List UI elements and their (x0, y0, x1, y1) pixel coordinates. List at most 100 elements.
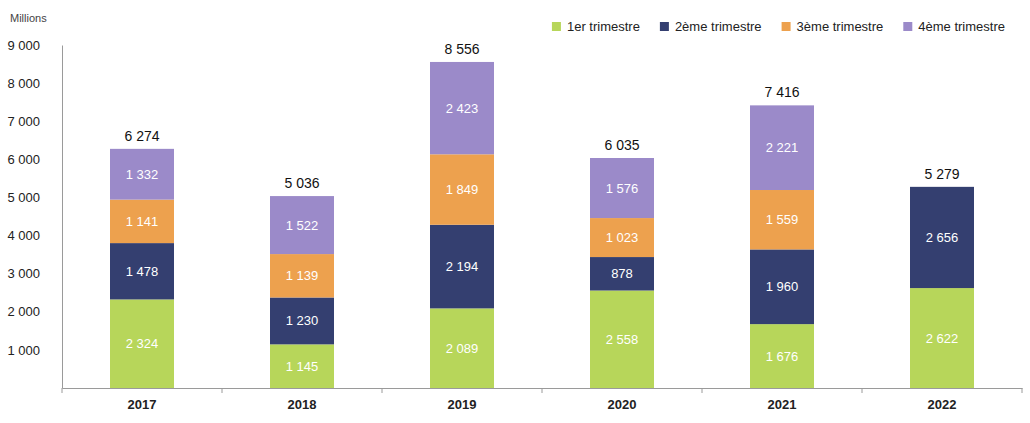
data-label: 1 960 (766, 279, 799, 294)
data-label: 1 576 (606, 181, 639, 196)
legend-swatch (782, 22, 791, 31)
legend-label: 3ème trimestre (797, 19, 884, 34)
data-label: 2 221 (766, 140, 799, 155)
x-tick-label: 2022 (928, 397, 957, 412)
bar (590, 218, 654, 257)
bars (110, 62, 974, 388)
y-tick: 8 000 (7, 76, 62, 91)
legend-item: 3ème trimestre (782, 19, 884, 34)
y-tick-label: 8 000 (7, 76, 40, 91)
x-tick: 2018 (288, 388, 317, 412)
bar (430, 308, 494, 388)
x-tick-label: 2017 (128, 397, 157, 412)
y-tick-label: 6 000 (7, 152, 40, 167)
series-2 (110, 187, 974, 345)
series-1 (110, 288, 974, 388)
y-axis-title: Millions (10, 12, 47, 24)
category-separator (62, 388, 63, 393)
legend-swatch (552, 22, 561, 31)
bar (110, 149, 174, 200)
y-tick-label: 9 000 (7, 38, 40, 53)
data-label: 1 559 (766, 212, 799, 227)
x-axis: 2017 2018 2019 2020 2021 2022 (63, 388, 1023, 412)
bar (270, 297, 334, 344)
y-tick: 4 000 (7, 228, 62, 243)
bar (110, 299, 174, 388)
data-label: 1 676 (766, 349, 799, 364)
bar (110, 243, 174, 299)
y-tick-label: 1 000 (7, 343, 40, 358)
total-label: 5 036 (284, 175, 319, 191)
data-label: 2 622 (926, 331, 959, 346)
legend-item: 4ème trimestre (903, 19, 1005, 34)
data-label: 2 324 (126, 336, 159, 351)
category-separator (1022, 388, 1023, 393)
total-label: 6 035 (604, 137, 639, 153)
x-tick: 2017 (128, 388, 157, 412)
bar (590, 257, 654, 290)
total-label: 6 274 (124, 128, 159, 144)
bar (270, 344, 334, 388)
bar (430, 154, 494, 224)
data-label: 1 023 (606, 230, 639, 245)
x-tick: 2020 (608, 388, 637, 412)
y-tick-label: 3 000 (7, 266, 40, 281)
x-tick: 2019 (448, 388, 477, 412)
bar (910, 288, 974, 388)
data-label: 1 141 (126, 214, 159, 229)
x-tick-label: 2018 (288, 397, 317, 412)
bar (590, 158, 654, 218)
data-label: 1 478 (126, 264, 159, 279)
series-3 (110, 154, 814, 297)
data-label: 878 (611, 266, 633, 281)
total-label: 7 416 (764, 84, 799, 100)
bar (590, 291, 654, 388)
category-separator (542, 388, 543, 393)
legend-swatch (903, 22, 912, 31)
bar (750, 105, 814, 190)
y-tick: 5 000 (7, 190, 62, 205)
y-tick: 2 000 (7, 304, 62, 319)
chart-svg: 1 000 2 000 3 000 4 000 5 000 6 000 7 000 8 000… (0, 0, 1030, 423)
data-label: 1 849 (446, 182, 479, 197)
data-label: 1 332 (126, 167, 159, 182)
y-axis: 1 000 2 000 3 000 4 000 5 000 6 000 7 000 8 000… (7, 38, 62, 389)
data-label: 2 558 (606, 332, 639, 347)
legend-label: 1er trimestre (567, 19, 640, 34)
x-tick-label: 2019 (448, 397, 477, 412)
y-axis-line (62, 46, 63, 389)
bar (270, 254, 334, 297)
bar (270, 196, 334, 254)
x-tick: 2022 (928, 388, 957, 412)
data-label: 1 522 (286, 218, 319, 233)
data-label: 1 145 (286, 359, 319, 374)
y-tick: 7 000 (7, 114, 62, 129)
y-tick-label: 5 000 (7, 190, 40, 205)
bar (430, 62, 494, 154)
total-label: 5 279 (924, 166, 959, 182)
x-tick: 2021 (768, 388, 797, 412)
category-separator (702, 388, 703, 393)
y-tick: 9 000 (7, 38, 62, 53)
data-label: 1 139 (286, 268, 319, 283)
bar (750, 190, 814, 249)
bar (910, 187, 974, 288)
bar (750, 324, 814, 388)
data-label: 2 194 (446, 259, 479, 274)
category-separator (222, 388, 223, 393)
data-label: 2 656 (926, 230, 959, 245)
legend: 1er trimestre2ème trimestre3ème trimestr… (552, 19, 1005, 34)
data-label: 2 089 (446, 341, 479, 356)
y-tick-label: 2 000 (7, 304, 40, 319)
x-tick-label: 2021 (768, 397, 797, 412)
totals: 6 2745 0368 5566 0357 4165 279 (124, 41, 959, 191)
legend-item: 1er trimestre (552, 19, 640, 34)
category-separator (382, 388, 383, 393)
bar (110, 200, 174, 243)
category-separator (862, 388, 863, 393)
y-tick-label: 4 000 (7, 228, 40, 243)
x-tick-label: 2020 (608, 397, 637, 412)
category-separators (62, 388, 1022, 393)
legend-swatch (660, 22, 669, 31)
y-tick: 6 000 (7, 152, 62, 167)
